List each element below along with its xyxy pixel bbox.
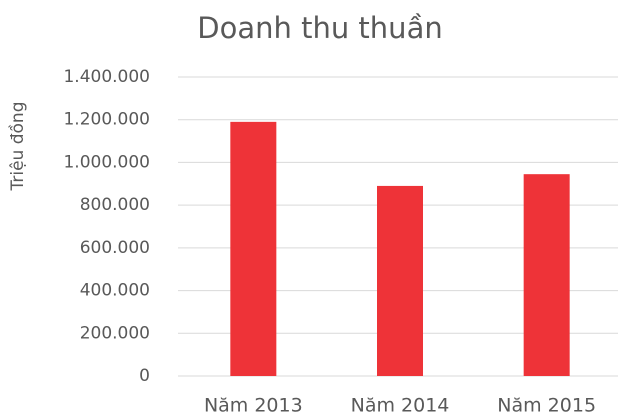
bar bbox=[523, 174, 570, 376]
bar bbox=[377, 185, 423, 376]
x-tick-label: Năm 2013 bbox=[204, 395, 303, 417]
bar bbox=[230, 121, 277, 376]
y-tick-label: 200.000 bbox=[80, 323, 150, 343]
y-tick-label: 600.000 bbox=[80, 238, 150, 258]
x-tick-label: Năm 2015 bbox=[497, 395, 596, 417]
y-tick-label: 1.200.000 bbox=[63, 110, 150, 130]
y-axis-label: Triệu đồng bbox=[7, 102, 28, 192]
y-tick-label: 1.000.000 bbox=[63, 152, 150, 172]
y-tick-label: 400.000 bbox=[80, 281, 150, 301]
y-tick-label: 0 bbox=[139, 366, 150, 386]
y-tick-label: 1.400.000 bbox=[63, 67, 150, 87]
y-tick-label: 800.000 bbox=[80, 195, 150, 215]
chart-title: Doanh thu thuần bbox=[197, 11, 442, 45]
x-tick-label: Năm 2014 bbox=[351, 395, 450, 417]
